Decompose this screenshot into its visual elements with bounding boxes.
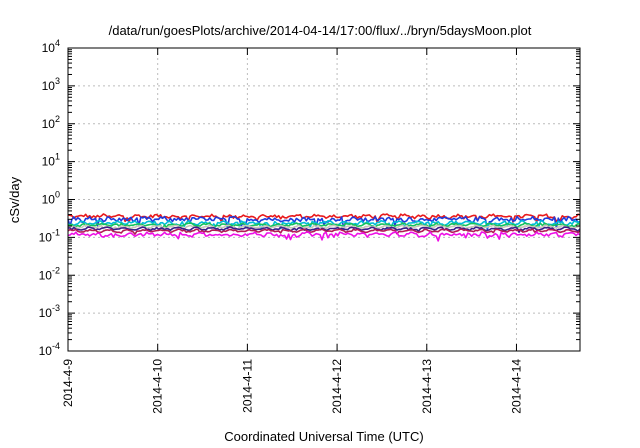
- x-tick-label: 2014-4-12: [330, 359, 344, 414]
- axis-ticks: 10-4 10-3 10-2 10-1 100 101 102 103 104 2014-4-9 2…: [39, 38, 580, 414]
- series-line: [67, 222, 581, 230]
- y-tick-label: 10-1: [39, 227, 60, 244]
- x-tick-label: 2014-4-10: [151, 359, 165, 414]
- series-line: [68, 226, 581, 233]
- x-tick-label: 2014-4-14: [509, 359, 523, 414]
- series-line: [67, 224, 581, 232]
- series-layer: [67, 213, 581, 242]
- x-tick-label: 2014-4-13: [420, 359, 434, 414]
- y-tick-label: 10-4: [39, 341, 60, 358]
- chart-title: /data/run/goesPlots/archive/2014-04-14/1…: [109, 23, 532, 38]
- y-tick-label: 104: [42, 38, 60, 55]
- series-line: [67, 213, 581, 224]
- x-axis-label: Coordinated Universal Time (UTC): [224, 429, 423, 444]
- y-tick-label: 100: [42, 190, 60, 207]
- series-line: [67, 228, 581, 235]
- y-tick-label: 103: [42, 76, 60, 93]
- grid-lines: [68, 48, 580, 351]
- x-tick-label: 2014-4-11: [240, 359, 254, 413]
- y-tick-label: 102: [42, 114, 60, 131]
- series-line: [67, 231, 581, 242]
- series-line: [67, 219, 581, 230]
- y-tick-label: 10-2: [39, 265, 60, 282]
- x-tick-label: 2014-4-9: [61, 359, 75, 407]
- y-tick-label: 10-3: [39, 303, 60, 320]
- y-axis-label: cSv/day: [7, 176, 22, 223]
- y-tick-label: 101: [42, 152, 60, 169]
